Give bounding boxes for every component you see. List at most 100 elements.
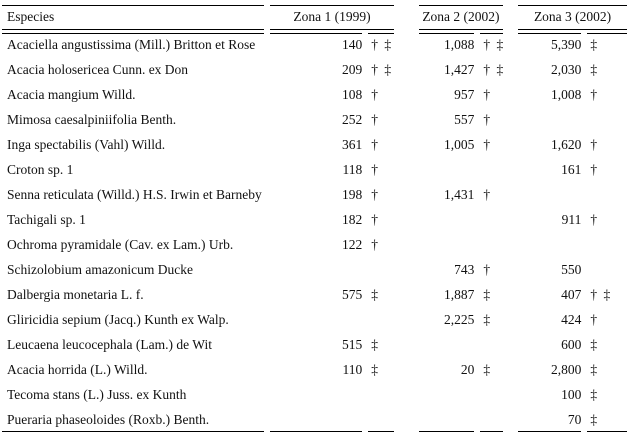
zona3-value-cell: 1,008	[550, 86, 582, 102]
species-name-cell: Acacia horrida (L.) Willd.	[7, 361, 148, 377]
zona2-value-cell: 957	[454, 86, 475, 102]
table-row: Acacia horrida (L.) Willd. 110 ‡ 20 ‡ 2,800 ‡	[2, 359, 627, 381]
species-name-cell: Acacia mangium Willd.	[7, 86, 136, 102]
zona2-value-cell: 1,431	[443, 186, 475, 202]
zona2-sym-cell: †	[483, 186, 491, 202]
zona3-sym-cell: ‡	[590, 386, 598, 402]
zona1-value-cell: 122	[341, 236, 363, 252]
table-row: Acaciella angustissima (Mill.) Britton e…	[2, 33, 627, 56]
zona2-value-cell: 2,225	[443, 311, 475, 327]
zona1-value-cell: 110	[342, 361, 363, 377]
spacer-cell	[400, 159, 413, 181]
spacer-cell	[400, 209, 413, 231]
table-row: Senna reticulata (Willd.) H.S. Irwin et …	[2, 184, 627, 206]
zona1-value-cell	[270, 309, 362, 331]
spacer-cell	[509, 409, 512, 432]
spacer-cell	[509, 109, 512, 131]
column-header-zona1: Zona 1 (1999)	[269, 5, 395, 30]
zona3-sym-cell: †	[590, 311, 598, 327]
species-name-cell: Pueraria phaseoloides (Roxb.) Benth.	[2, 409, 264, 432]
zona3-sym-cell: ‡	[587, 33, 627, 56]
zona2-value-cell: 20	[460, 361, 475, 377]
table-row: Mimosa caesalpiniifolia Benth. 252 † 557 †	[2, 109, 627, 131]
zona1-value-cell	[270, 259, 362, 281]
spacer-cell	[400, 309, 413, 331]
zona2-sym-cell: † ‡	[483, 61, 504, 77]
zona2-sym-cell	[480, 409, 504, 432]
zona1-value-cell	[269, 409, 363, 432]
zona1-sym-cell: †	[371, 236, 378, 252]
zona3-value-cell	[518, 234, 581, 256]
zona2-sym-cell	[480, 234, 503, 256]
species-table-body: Acaciella angustissima (Mill.) Britton e…	[2, 33, 627, 432]
table-row: Pueraria phaseoloides (Roxb.) Benth. 70 ‡	[2, 409, 627, 432]
zona1-sym-cell: ‡	[371, 286, 378, 302]
zona2-value-cell: 557	[454, 111, 475, 127]
zona1-sym-cell: ‡	[371, 361, 378, 377]
table-row: Gliricidia sepium (Jacq.) Kunth ex Walp.…	[2, 309, 627, 331]
table-row: Croton sp. 1 118 † 161 †	[2, 159, 627, 181]
spacer-cell	[509, 309, 512, 331]
zona3-value-cell: 100	[561, 386, 582, 402]
species-name-cell: Leucaena leucocephala (Lam.) de Wit	[7, 336, 212, 352]
spacer-cell	[400, 384, 413, 406]
zona1-value-cell: 198	[341, 186, 363, 202]
zona1-value-cell: 361	[341, 136, 363, 152]
table-row: Dalbergia monetaria L. f. 575 ‡ 1,887 ‡ 407 † …	[2, 284, 627, 306]
zona1-sym-cell: † ‡	[368, 33, 395, 56]
zona3-value-cell: 70	[518, 409, 582, 432]
spacer-cell	[509, 209, 512, 231]
zona2-sym-cell: †	[483, 86, 491, 102]
species-name-cell: Inga spectabilis (Vahl) Willd.	[7, 136, 166, 152]
zona3-sym-cell: ‡	[590, 361, 598, 377]
species-name-cell: Acaciella angustissima (Mill.) Britton e…	[2, 33, 264, 56]
column-header-especies: Especies	[2, 5, 264, 30]
spacer-cell	[400, 334, 413, 356]
zona3-value-cell: 407	[561, 286, 582, 302]
spacer-cell	[509, 33, 512, 56]
spacer-cell	[509, 334, 512, 356]
zona3-sym-cell: ‡	[590, 61, 598, 77]
species-name-cell: Tachigali sp. 1	[7, 211, 86, 227]
zona2-sym-cell: † ‡	[480, 33, 504, 56]
spacer-cell	[509, 259, 512, 281]
table-row: Acacia holosericea Cunn. ex Don 209 † ‡ 1,4…	[2, 59, 627, 81]
table-row: Schizolobium amazonicum Ducke 743 † 550	[2, 259, 627, 281]
species-name-cell: Acacia holosericea Cunn. ex Don	[7, 61, 189, 77]
zona3-value-cell: 600	[561, 336, 582, 352]
column-gap	[400, 5, 413, 30]
zona3-value-cell: 550	[561, 261, 582, 277]
zona1-value-cell: 515	[341, 336, 363, 352]
zona1-sym-cell	[368, 409, 395, 432]
zona1-sym-cell: †	[371, 86, 378, 102]
zona1-sym-cell	[368, 309, 394, 331]
zona1-sym-cell: †	[371, 111, 378, 127]
zona2-sym-cell: ‡	[483, 361, 491, 377]
zona3-sym-cell: †	[590, 136, 598, 152]
spacer-cell	[509, 284, 512, 306]
zona1-value-cell: 182	[341, 211, 363, 227]
species-name-cell: Gliricidia sepium (Jacq.) Kunth ex Walp.	[7, 311, 229, 327]
species-name-cell: Tecoma stans (L.) Juss. ex Kunth	[7, 386, 187, 402]
zona3-sym-cell	[587, 234, 627, 256]
zona3-sym-cell: † ‡	[590, 286, 611, 302]
spacer-cell	[400, 109, 413, 131]
zona1-value-cell: 575	[341, 286, 363, 302]
species-name-cell: Dalbergia monetaria L. f.	[7, 286, 144, 302]
zona2-value-cell: 743	[454, 261, 475, 277]
table-row: Tachigali sp. 1 182 † 911 †	[2, 209, 627, 231]
zona2-value-cell: 1,005	[443, 136, 475, 152]
zona2-value-cell	[419, 159, 475, 181]
zona1-sym-cell	[368, 259, 394, 281]
column-gap	[509, 5, 512, 30]
spacer-cell	[400, 284, 413, 306]
zona1-sym-cell: †	[371, 161, 378, 177]
spacer-cell	[400, 259, 413, 281]
table-row: Ochroma pyramidale (Cav. ex Lam.) Urb. 12…	[2, 234, 627, 256]
zona2-value-cell: 1,088	[418, 33, 475, 56]
table-header: Especies Zona 1 (1999) Zona 2 (2002) Zon…	[2, 5, 627, 30]
species-name-cell: Schizolobium amazonicum Ducke	[7, 261, 193, 277]
spacer-cell	[400, 134, 413, 156]
spacer-cell	[400, 59, 413, 81]
